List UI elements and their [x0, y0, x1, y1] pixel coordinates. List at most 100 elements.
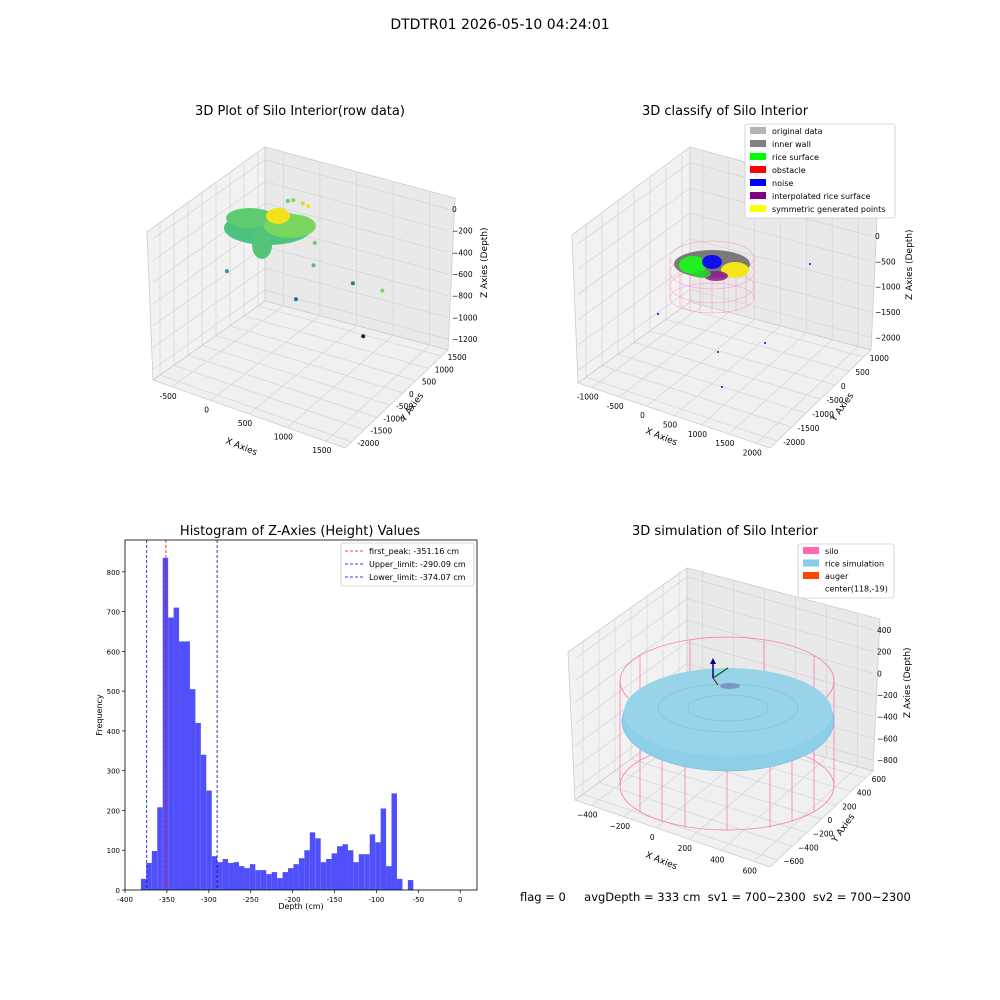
p4-ytick: 200 [842, 802, 857, 811]
p4-legend-label: auger [825, 572, 849, 581]
p3-ytick: 800 [107, 569, 120, 577]
p1-ytick: -500 [396, 402, 413, 411]
p3-bar [358, 854, 365, 890]
p3-ytick: 100 [107, 847, 120, 855]
p3-bar [353, 862, 359, 890]
p3-bar [320, 862, 327, 890]
p3-ytick: 400 [107, 728, 120, 736]
panel2-zlabel: Z Axies (Depth) [905, 229, 915, 300]
panel2-title: 3D classify of Silo Interior [641, 104, 809, 119]
panel3-legend: first_peak: -351.16 cm Upper_limit: -290.… [340, 542, 475, 587]
p3-bar [233, 862, 239, 890]
p3-bar [140, 878, 147, 890]
panel2-pane-floor [577, 301, 872, 449]
panel3-xlabel: Depth (cm) [278, 902, 323, 911]
p3-bar [211, 856, 218, 890]
p3-bar [162, 557, 169, 890]
p4-legend-label: silo [825, 547, 839, 556]
panel4-auger-arrows [710, 658, 729, 686]
p3-xtick: -50 [413, 896, 424, 904]
p2-ztick: −1000 [875, 283, 901, 292]
p3-bar [380, 808, 387, 890]
p1-cloud [226, 208, 274, 228]
p1-point [311, 263, 316, 268]
p2-xtick: 1000 [688, 430, 707, 439]
p2-xtick: -500 [607, 402, 624, 411]
p1-cloud [252, 231, 272, 259]
p2-legend-label: noise [772, 179, 793, 188]
p3-bar [222, 858, 229, 890]
p1-point [300, 201, 305, 206]
p1-point [293, 297, 298, 302]
p2-ztick: −500 [875, 257, 896, 266]
p4-ztick: 0 [877, 669, 882, 678]
p4-ytick: −400 [798, 843, 819, 852]
p1-xtick: 0 [204, 405, 209, 414]
p1-xtick: 1500 [312, 446, 331, 455]
p1-ztick: −200 [452, 227, 473, 236]
p3-xtick: -250 [243, 896, 259, 904]
p3-bar [200, 754, 207, 890]
panel3-plot: -400 -350 -300 -250 -200 -150 -100 -50 0 0 100 200 3… [95, 539, 478, 911]
p1-xtick: -500 [160, 392, 177, 401]
p1-point [361, 334, 366, 339]
p2-xtick: -1000 [577, 393, 599, 402]
p4-legend-label: rice simulation [825, 560, 884, 569]
p3-xtick: -300 [201, 896, 217, 904]
p3-xtick: -400 [117, 896, 133, 904]
p3-bar [146, 862, 152, 890]
p1-ztick: −800 [452, 292, 473, 301]
p2-ztick: −2000 [875, 333, 901, 342]
p4-xtick: 600 [743, 866, 758, 875]
p2-legend-swatch [750, 166, 766, 173]
p2-legend-label: symmetric generated points [772, 205, 885, 214]
p4-legend-swatch [803, 547, 819, 554]
p1-ztick: 0 [452, 205, 457, 214]
p3-ytick: 300 [107, 768, 120, 776]
p3-xtick: -100 [368, 896, 384, 904]
p2-legend-label: obstacle [772, 166, 806, 175]
p3-bar [396, 878, 403, 890]
panel3-ylabel: Frequency [95, 694, 104, 736]
p3-bar [375, 842, 381, 890]
figure-title: DTDTR01 2026-05-10 04:24:01 [390, 17, 610, 33]
p3-bar [342, 844, 348, 890]
panel1-zlabel: Z Axies (Depth) [480, 227, 490, 298]
p3-bar [266, 874, 272, 890]
p4-ztick: 200 [877, 648, 892, 657]
p1-point [224, 269, 229, 274]
p1-ztick: −600 [452, 270, 473, 279]
p3-bar [228, 862, 234, 890]
p4-ztick: −400 [877, 713, 898, 722]
p3-bar [369, 834, 376, 890]
panel4-rice-surface [621, 668, 835, 772]
panel3-vlines [146, 540, 218, 890]
p1-ytick: -1000 [383, 414, 405, 423]
p1-ytick: 0 [409, 390, 414, 399]
p1-point [285, 198, 290, 203]
p2-xtick: 500 [663, 421, 678, 430]
footer-flag: flag = 0 [520, 890, 566, 904]
p2-ytick: -500 [827, 396, 844, 405]
p3-bar [298, 858, 305, 890]
panel2-rice-points [657, 250, 811, 388]
panel4-xlabel: X Axies [644, 851, 679, 873]
p3-bar [282, 872, 289, 890]
panel4-ylabel: Y Axies [830, 812, 858, 845]
p3-xtick: -200 [285, 896, 301, 904]
p4-ytick: −200 [813, 830, 834, 839]
p3-bar [364, 854, 370, 890]
p1-ytick: 1000 [435, 365, 454, 374]
p3-ytick: 0 [116, 887, 120, 895]
p3-bar [315, 838, 321, 890]
p3-bar [184, 641, 190, 890]
p2-legend-label: interpolated rice surface [772, 192, 870, 201]
p3-bar [386, 866, 392, 890]
panel4-plot: −400−2000200400600−600−400−2000200400600… [567, 543, 913, 875]
p3-bar [195, 722, 201, 890]
panel4-legend: silo rice simulation auger center(118,-19) [797, 543, 895, 599]
p4-xtick: 0 [650, 833, 655, 842]
p3-bar [244, 868, 250, 890]
p2-legend-swatch [750, 127, 766, 134]
p2-ytick: -2000 [783, 438, 805, 447]
